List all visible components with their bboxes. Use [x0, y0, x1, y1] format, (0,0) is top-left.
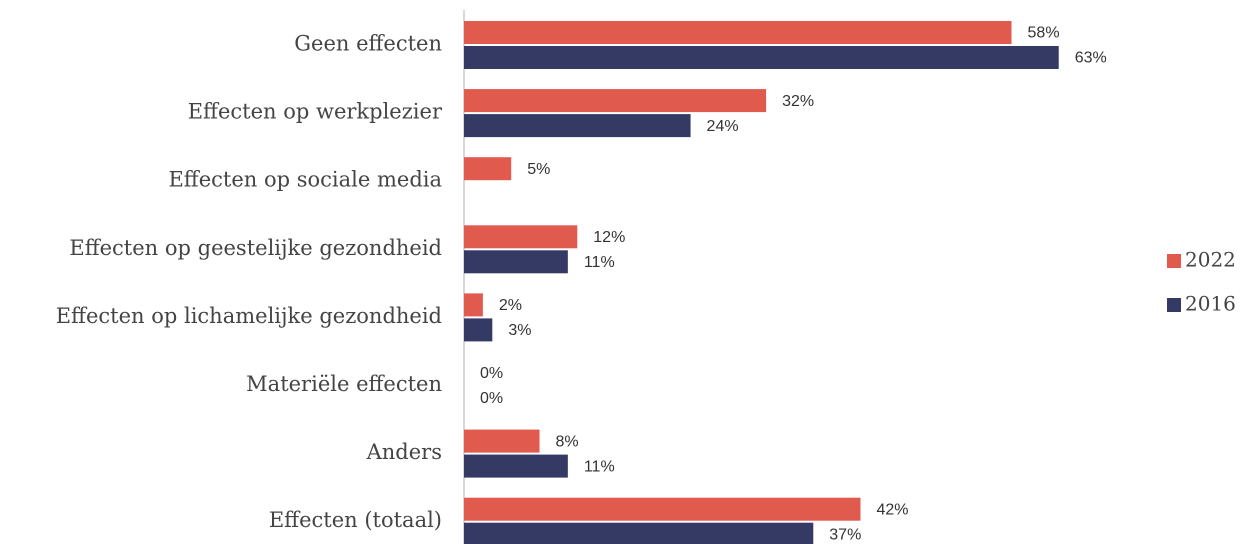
bar — [464, 497, 861, 521]
category-label: Effecten op sociale media — [168, 168, 442, 192]
value-label: 58% — [1028, 25, 1060, 42]
value-label: 11% — [584, 458, 615, 475]
category-label: Geen effecten — [294, 32, 442, 56]
category-label: Effecten op geestelijke gezondheid — [69, 236, 442, 260]
bar — [464, 114, 691, 138]
legend-label: 2022 — [1185, 248, 1236, 272]
bar — [464, 225, 578, 249]
value-label: 2% — [499, 297, 522, 314]
bar — [464, 293, 483, 317]
legend-swatch — [1167, 254, 1181, 268]
value-label: 63% — [1075, 50, 1107, 67]
bar — [464, 522, 814, 544]
category-label: Materiële effecten — [246, 372, 442, 396]
value-label: 42% — [876, 501, 908, 518]
category-label: Anders — [366, 440, 442, 464]
bar — [464, 157, 512, 181]
legend-swatch — [1167, 298, 1181, 312]
value-label: 0% — [480, 365, 503, 382]
bar — [464, 46, 1059, 69]
bar — [464, 21, 1012, 44]
value-label: 12% — [593, 229, 625, 246]
value-label: 37% — [829, 526, 861, 543]
value-label: 5% — [527, 161, 550, 178]
value-label: 0% — [480, 390, 503, 407]
category-label: Effecten (totaal) — [269, 508, 442, 532]
legend-label: 2016 — [1185, 292, 1236, 316]
bar — [464, 89, 767, 113]
value-label: 8% — [556, 433, 579, 450]
value-label: 3% — [508, 322, 531, 339]
bar — [464, 454, 568, 478]
category-label: Effecten op werkplezier — [188, 100, 443, 124]
bar — [464, 250, 568, 274]
bar — [464, 429, 540, 453]
value-label: 32% — [782, 93, 814, 110]
category-label: Effecten op lichamelijke gezondheid — [56, 304, 442, 328]
value-label: 11% — [584, 254, 615, 271]
value-label: 24% — [707, 118, 739, 135]
bar — [464, 318, 493, 342]
